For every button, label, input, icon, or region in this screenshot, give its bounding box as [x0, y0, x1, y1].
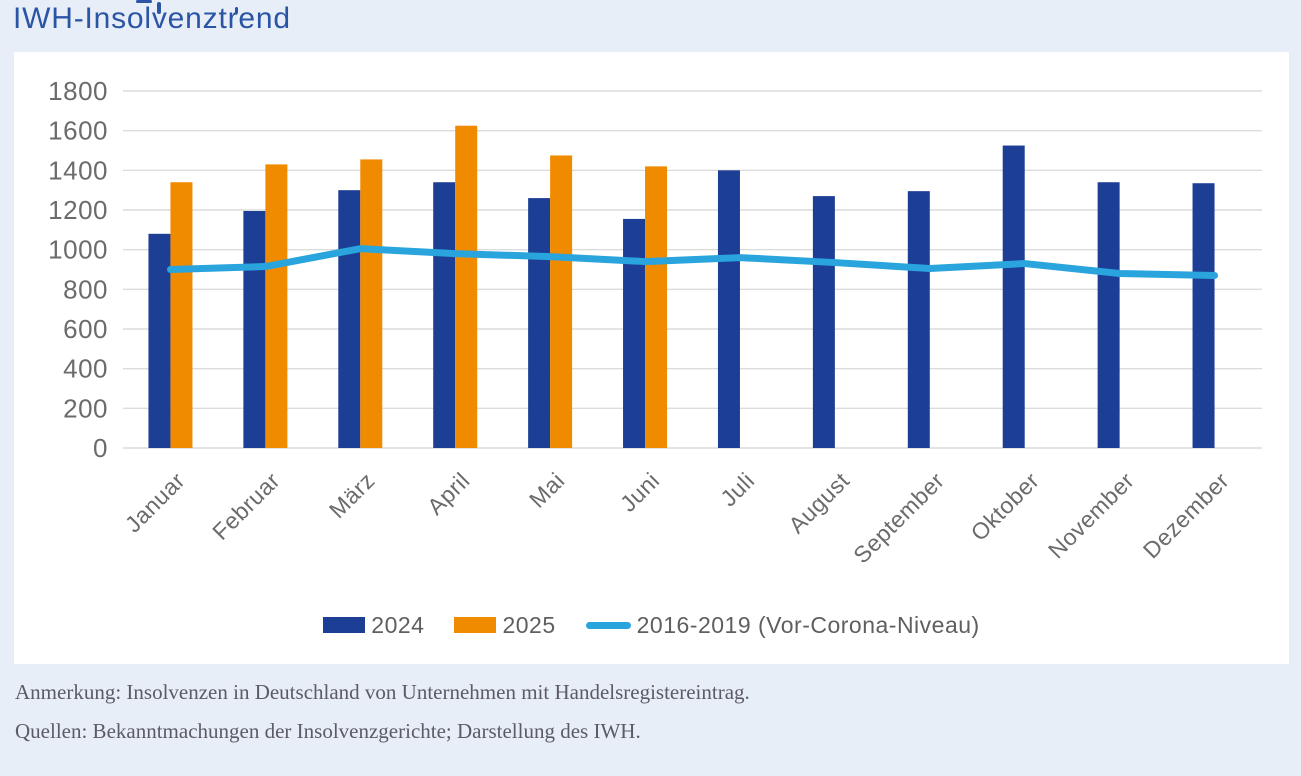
x-label-oktober: Oktober: [966, 467, 1045, 546]
y-tick-label: 400: [63, 354, 108, 384]
legend-swatch-2025: [454, 617, 497, 633]
x-label-juni: Juni: [615, 467, 665, 517]
bar-2024-juli: [717, 170, 740, 448]
legend-swatch-2024: [323, 617, 366, 633]
y-tick-label: 600: [63, 314, 108, 344]
insolvency-chart: 0 200 400 600 800 1000 1200 1400 1600 1800 Januar F…: [48, 76, 1262, 568]
legend-label-vor-corona: 2016-2019 (Vor-Corona-Niveau): [636, 611, 980, 638]
legend-label-2024: 2024: [371, 611, 425, 638]
y-tick-label: 1800: [48, 76, 108, 106]
note-text: Anmerkung: Insolvenzen in Deutschland vo…: [15, 680, 750, 704]
chart-legend: 2024 2025 2016-2019 (Vor-Corona-Niveau): [14, 610, 1289, 640]
sources-text: Quellen: Bekanntmachungen der Insolvenzg…: [15, 719, 641, 743]
legend-item-2025: 2025: [454, 612, 555, 639]
bar-2025-januar: [170, 182, 193, 448]
y-tick-label: 1200: [48, 195, 108, 225]
x-label-juli: Juli: [715, 467, 759, 511]
x-label-januar: Januar: [120, 467, 190, 537]
bar-2024-juni: [623, 218, 646, 448]
x-label-august: August: [783, 467, 854, 538]
bar-2024-februar: [243, 210, 266, 448]
legend-label-2025: 2025: [502, 611, 556, 638]
bar-2025-februar: [265, 164, 288, 448]
bar-2025-mai: [550, 155, 573, 448]
bar-2024-oktober: [1002, 145, 1025, 448]
x-label-april: April: [422, 467, 475, 520]
chart-footer: Anmerkung: Insolvenzen in Deutschland vo…: [15, 680, 1285, 758]
y-tick-label: 800: [63, 274, 108, 304]
x-label-februar: Februar: [207, 467, 285, 545]
x-label-dezember: Dezember: [1138, 467, 1234, 563]
bar-2024-september: [907, 191, 930, 449]
cropped-text-fragment: [157, 2, 161, 14]
bar-2025-märz: [360, 159, 383, 449]
legend-item-2024: 2024: [323, 612, 424, 639]
bar-2024-januar: [148, 233, 171, 448]
bar-2024-mai: [528, 198, 551, 448]
bar-2024-august: [812, 196, 835, 448]
bar-2024-november: [1097, 182, 1120, 448]
y-tick-label: 1600: [48, 116, 108, 146]
y-tick-label: 1000: [48, 235, 108, 265]
page-title: IWH-Insolvenztrend: [13, 2, 291, 35]
chart-panel: 0 200 400 600 800 1000 1200 1400 1600 1800 Januar F…: [14, 52, 1289, 664]
y-tick-label: 1400: [48, 155, 108, 185]
legend-swatch-line-icon: [585, 621, 631, 629]
x-label-märz: März: [324, 467, 380, 523]
x-label-september: September: [848, 467, 949, 568]
x-label-november: November: [1043, 467, 1139, 563]
bar-2024-dezember: [1192, 183, 1215, 448]
cropped-text-fragment: [235, 7, 238, 14]
pre-corona-line: [166, 245, 1219, 279]
cropped-text-fragment: [136, 0, 152, 3]
y-tick-label: 200: [63, 393, 108, 423]
bar-2025-juni: [645, 166, 668, 448]
bar-2025-april: [455, 125, 478, 448]
x-label-mai: Mai: [524, 467, 570, 513]
bar-2024-april: [433, 182, 456, 448]
bar-2024-märz: [338, 190, 361, 448]
legend-item-vor-corona: 2016-2019 (Vor-Corona-Niveau): [585, 611, 980, 639]
y-tick-label: 0: [93, 433, 108, 463]
